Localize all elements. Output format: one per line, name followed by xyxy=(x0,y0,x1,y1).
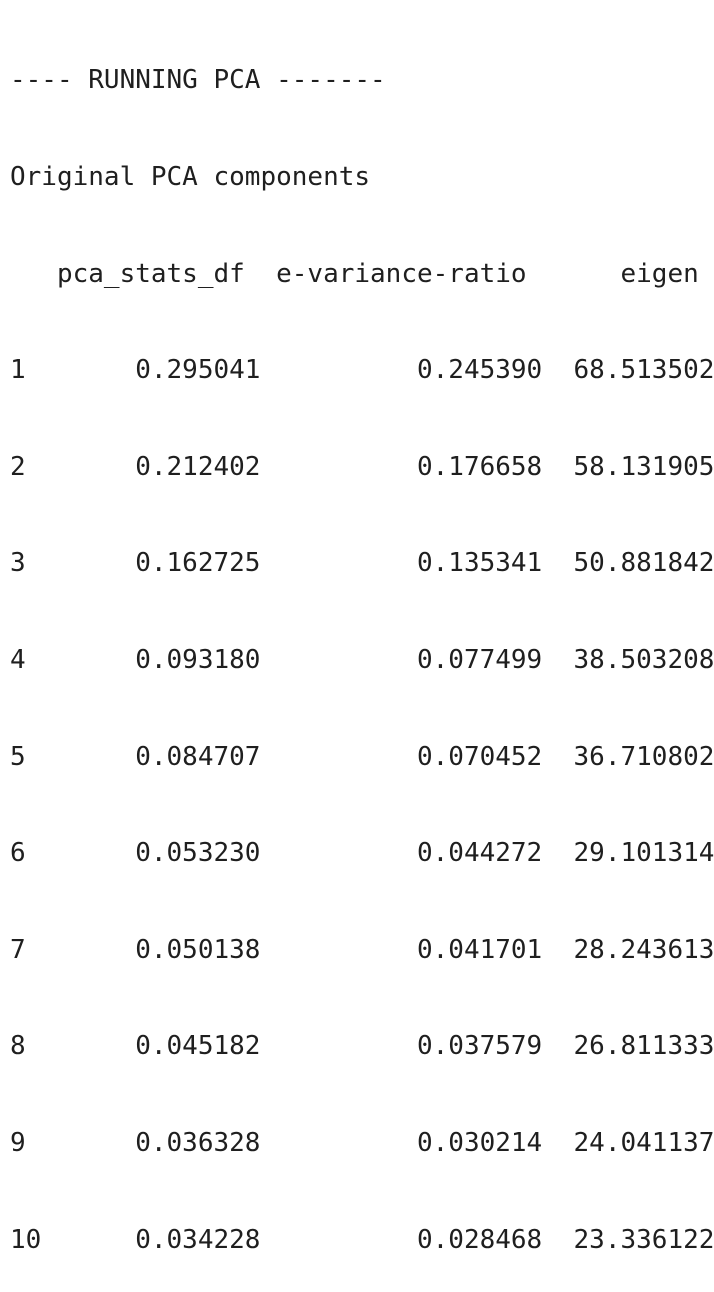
header-line: ---- RUNNING PCA ------- xyxy=(10,65,386,96)
original-table-header: pca_stats_df e-variance-ratio eigen xyxy=(10,258,699,289)
original-table-row: 2 0.212402 0.176658 58.131905 xyxy=(10,451,714,482)
original-table-row: 6 0.053230 0.044272 29.101314 xyxy=(10,838,714,869)
original-table-row: 9 0.036328 0.030214 24.041137 xyxy=(10,1127,714,1158)
console-output: ---- RUNNING PCA ------- Original PCA co… xyxy=(10,0,714,1292)
original-table-row: 1 0.295041 0.245390 68.513502 xyxy=(10,355,714,386)
original-table-row: 4 0.093180 0.077499 38.503208 xyxy=(10,644,714,675)
original-table-row: 5 0.084707 0.070452 36.710802 xyxy=(10,741,714,772)
original-section-title: Original PCA components xyxy=(10,162,371,192)
original-table-row: 8 0.045182 0.037579 26.811333 xyxy=(10,1031,714,1062)
original-table-row: 10 0.034228 0.028468 23.336122 xyxy=(10,1224,714,1255)
original-table-row: 3 0.162725 0.135341 50.881842 xyxy=(10,548,714,579)
original-table-row: 7 0.050138 0.041701 28.243613 xyxy=(10,934,714,965)
